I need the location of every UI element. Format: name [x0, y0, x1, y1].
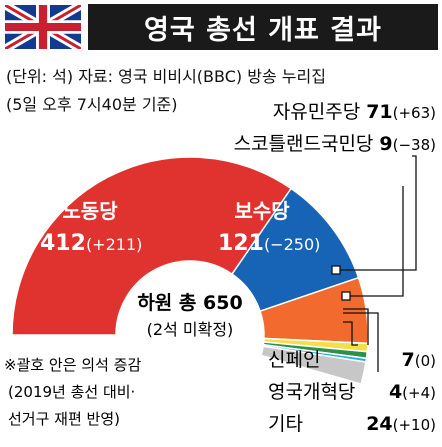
label-other-name: 기타: [268, 413, 303, 435]
leader-line-other: [343, 321, 358, 346]
label-other-value: 24(+10): [366, 413, 436, 435]
label-sinn-fein-value: 7(0): [402, 349, 436, 371]
slice-other: [260, 345, 367, 385]
leader-line-libdem: [336, 155, 417, 271]
leader-marker-libdem: [331, 265, 341, 275]
leader-line-snp: [346, 186, 404, 297]
label-snp: 스코틀랜드국민당 9(−38): [234, 133, 436, 155]
label-labour-name: 노동당: [62, 199, 118, 223]
label-conservative-name: 보수당: [234, 199, 290, 223]
leader-line-sinn-fein: [343, 308, 369, 345]
note-line-1: ※괄호 안은 의석 증감: [4, 356, 141, 374]
label-labour-value: 412(+211): [40, 231, 142, 256]
source-text: (단위: 석) 자료: 영국 비비시(BBC) 방송 누리집: [6, 67, 326, 86]
note-line-3: 선거구 재편 반영): [8, 410, 120, 428]
label-reform-name: 영국개혁당: [268, 381, 355, 403]
union-jack-flag-icon: [5, 5, 81, 49]
leader-line-reform: [343, 312, 379, 372]
note-line-2: (2019년 총선 대비·: [8, 383, 135, 401]
label-sinn-fein-name: 신페인: [268, 349, 320, 371]
slice-labour: [11, 156, 293, 336]
label-reform-value: 4(+4): [389, 381, 436, 403]
total-seats-label: 하원 총 650: [137, 292, 242, 314]
page-title: 영국 총선 개표 결과: [88, 4, 438, 50]
label-libdem: 자유민주당 71(+63): [273, 101, 436, 123]
as-of-text: (5일 오후 7시40분 기준): [6, 95, 178, 114]
leader-marker-snp: [341, 291, 351, 301]
label-conservative-value: 121(−250): [218, 231, 320, 256]
undecided-label: (2석 미확정): [147, 320, 234, 339]
